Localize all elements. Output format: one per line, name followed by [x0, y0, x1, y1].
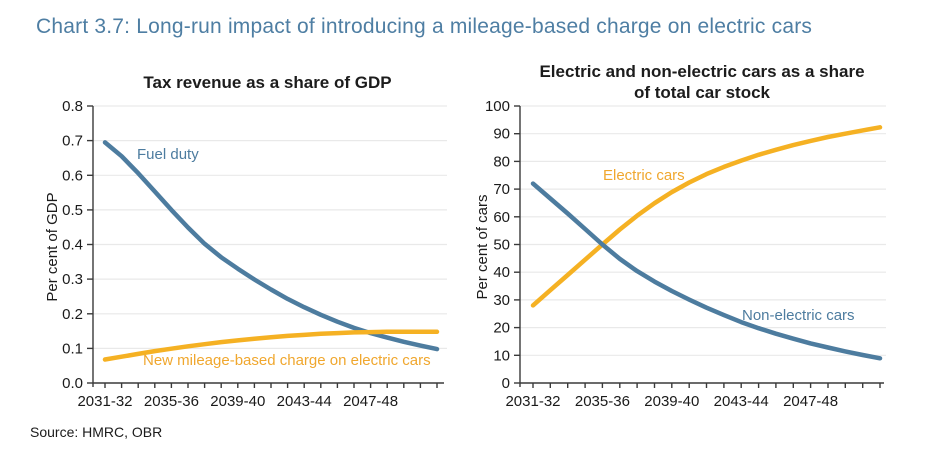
x-tick-label: 2035-36	[144, 393, 199, 410]
y-tick-label: 30	[493, 292, 510, 309]
y-tick-label: 0.2	[62, 306, 83, 323]
right-chart-title: Electric and non-electric cars as a shar…	[539, 62, 865, 102]
x-tick-label: 2035-36	[575, 393, 630, 410]
x-tick-label: 2031-32	[505, 393, 560, 410]
y-tick-label: 10	[493, 347, 510, 364]
y-tick-label: 0.4	[62, 237, 83, 254]
x-tick-label: 2039-40	[210, 393, 265, 410]
source-note: Source: HMRC, OBR	[30, 424, 163, 440]
y-tick-label: 0	[502, 375, 510, 392]
y-tick-label: 0.5	[62, 202, 83, 219]
series-line-electric-cars	[530, 125, 883, 308]
fuel-duty-series-label: Fuel duty	[137, 146, 199, 163]
left-chart-plot: 0.0 0.1 0.2 0.3 0.4 0.5 0.6 0.7 0.8 2031-32 2035-3…	[62, 98, 447, 410]
y-tick-label: 0.1	[62, 340, 83, 357]
y-tick-label: 0.3	[62, 271, 83, 288]
y-tick-label: 80	[493, 153, 510, 170]
figure-title: Chart 3.7: Long-run impact of introducin…	[36, 15, 813, 38]
y-tick-label: 70	[493, 181, 510, 198]
y-tick-label: 0.0	[62, 375, 83, 392]
non-electric-cars-series-label: Non-electric cars	[742, 307, 855, 324]
series-line-fuel-duty	[102, 140, 440, 352]
x-tick-label: 2031-32	[77, 393, 132, 410]
y-tick-label: 0.7	[62, 133, 83, 150]
series-line-non-electric-cars	[530, 181, 883, 361]
x-tick-label: 2043-44	[277, 393, 332, 410]
y-tick-label: 60	[493, 209, 510, 226]
x-tick-label: 2043-44	[714, 393, 769, 410]
x-tick-label: 2047-48	[783, 393, 838, 410]
right-chart-plot: 0 10 20 30 40 50 60 70 80 90 100 2031-32 2035-36 2039…	[485, 98, 886, 410]
series-line-new-mileage-based-charge-on-electric-cars	[102, 329, 440, 362]
y-tick-label: 0.6	[62, 167, 83, 184]
electric-cars-series-label: Electric cars	[603, 167, 685, 184]
y-tick-label: 40	[493, 264, 510, 281]
x-tick-label: 2039-40	[644, 393, 699, 410]
left-chart-title: Tax revenue as a share of GDP	[143, 73, 392, 92]
y-tick-label: 20	[493, 320, 510, 337]
y-tick-label: 100	[485, 98, 510, 115]
y-tick-label: 50	[493, 237, 510, 254]
x-tick-label: 2047-48	[343, 393, 398, 410]
y-tick-label: 90	[493, 126, 510, 143]
mileage-charge-series-label: New mileage-based charge on electric car…	[143, 352, 431, 369]
y-tick-label: 0.8	[62, 98, 83, 115]
